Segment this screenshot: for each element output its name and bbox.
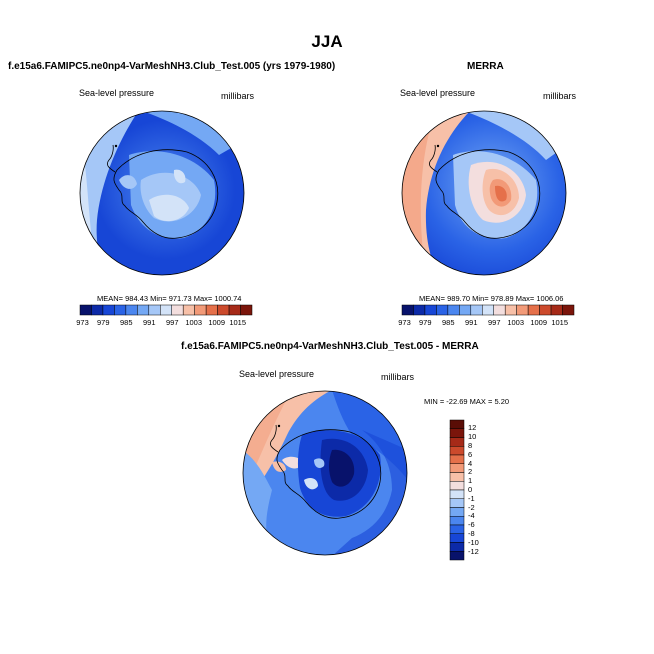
main-title: JJA <box>311 32 343 51</box>
panel-1-colorbar-tick: 1003 <box>185 318 203 327</box>
panel-3-colorbar-tick: -12 <box>468 547 479 556</box>
colorbar-swatch <box>228 304 241 316</box>
panel-3-variable-label: Sea-level pressure <box>239 369 315 379</box>
colorbar-swatch <box>516 304 529 316</box>
panel-2-colorbar-tick: 991 <box>464 318 478 327</box>
colorbar-swatch <box>459 304 472 316</box>
panel-2-colorbar-tick: 985 <box>441 318 455 327</box>
colorbar-swatch <box>171 304 184 316</box>
panel-1-colorbar <box>79 304 253 316</box>
panel-2-map <box>401 110 567 276</box>
colorbar-swatch <box>91 304 104 316</box>
colorbar-swatch <box>449 428 465 438</box>
panel-1-colorbar-tick: 1015 <box>229 318 247 327</box>
colorbar-swatch <box>527 304 540 316</box>
colorbar-swatch <box>102 304 115 316</box>
colorbar-swatch <box>539 304 552 316</box>
colorbar-swatch <box>449 551 465 561</box>
colorbar-swatch <box>125 304 138 316</box>
colorbar-swatch <box>449 437 465 447</box>
panel-1-colorbar-tick: 973 <box>76 318 89 327</box>
colorbar-swatch <box>401 304 414 316</box>
colorbar-swatch <box>449 542 465 552</box>
colorbar-swatch <box>217 304 230 316</box>
colorbar-swatch <box>449 524 465 534</box>
colorbar-swatch <box>137 304 150 316</box>
panel-3-colorbar-tick: 0 <box>468 485 473 494</box>
panel-3-units-label: millibars <box>381 372 415 382</box>
panel-3-colorbar-tick: 1 <box>468 476 473 485</box>
colorbar-swatch <box>449 516 465 526</box>
colorbar-swatch <box>449 419 465 429</box>
panel-3-colorbar-tick: -10 <box>468 538 479 547</box>
panel-3-colorbar-tick: 10 <box>468 432 477 441</box>
colorbar-swatch <box>79 304 92 316</box>
panel-2-colorbar <box>401 304 575 316</box>
colorbar-swatch <box>470 304 483 316</box>
colorbar-swatch <box>447 304 460 316</box>
colorbar-swatch <box>182 304 195 316</box>
panel-1-colorbar-tick: 1009 <box>208 318 226 327</box>
panel-1-variable-label: Sea-level pressure <box>79 88 155 98</box>
colorbar-swatch <box>482 304 494 316</box>
panel-1-title: f.e15a6.FAMIPC5.ne0np4-VarMeshNH3.Club_T… <box>8 61 336 72</box>
colorbar-swatch <box>562 304 575 316</box>
panel-3-colorbar-tick: -1 <box>468 494 475 503</box>
panel-3-colorbar-tick: -4 <box>468 511 475 520</box>
colorbar-swatch <box>449 533 465 543</box>
panel-1-stats: MEAN= 984.43 Min= 971.73 Max= 1000.74 <box>97 294 242 303</box>
panel-1-colorbar-tick: 991 <box>142 318 156 327</box>
panel-2-title: MERRA <box>467 61 504 72</box>
colorbar-swatch <box>504 304 517 316</box>
colorbar-swatch <box>240 304 253 316</box>
panel-1-colorbar-labels: 973 979 985 991 997 1003 1009 1015 <box>76 318 252 328</box>
colorbar-swatch <box>194 304 207 316</box>
panel-1-colorbar-tick: 985 <box>119 318 133 327</box>
panel-3-colorbar-tick: -6 <box>468 520 475 529</box>
panel-2-colorbar-tick: 1003 <box>507 318 525 327</box>
colorbar-swatch <box>449 507 465 517</box>
panel-3-colorbar-tick: 6 <box>468 450 473 459</box>
panel-2-colorbar-tick: 1009 <box>530 318 548 327</box>
panel-2-colorbar-tick: 1015 <box>551 318 569 327</box>
panel-3-map <box>242 390 408 556</box>
panel-1-colorbar-tick: 997 <box>165 318 179 327</box>
colorbar-swatch <box>493 304 506 316</box>
panel-2-colorbar-tick: 997 <box>487 318 501 327</box>
panel-3-stats: MIN = -22.69 MAX = 5.20 <box>424 397 510 406</box>
colorbar-swatch <box>449 446 465 456</box>
colorbar-swatch <box>424 304 437 316</box>
panel-2-stats: MEAN= 989.70 Min= 978.89 Max= 1006.06 <box>419 294 564 303</box>
colorbar-swatch <box>550 304 563 316</box>
panel-2-units-label: millibars <box>543 91 577 101</box>
panel-2-variable-label: Sea-level pressure <box>400 88 476 98</box>
colorbar-swatch <box>449 489 465 499</box>
colorbar-swatch <box>449 472 465 482</box>
panel-3-title: f.e15a6.FAMIPC5.ne0np4-VarMeshNH3.Club_T… <box>181 341 479 352</box>
panel-2-colorbar-tick: 973 <box>398 318 411 327</box>
panel-3-colorbar-tick: 4 <box>468 459 473 468</box>
colorbar-swatch <box>436 304 449 316</box>
panel-3-colorbar-tick: 8 <box>468 441 473 450</box>
panel-1-units-label: millibars <box>221 91 255 101</box>
colorbar-swatch <box>148 304 161 316</box>
colorbar-swatch <box>449 463 465 473</box>
colorbar-swatch <box>205 304 218 316</box>
panel-3-colorbar-tick: 2 <box>468 467 473 476</box>
colorbar-swatch <box>449 481 465 491</box>
panel-3-colorbar-labels: 12 10 8 6 4 2 1 0 -1 -2 -4 -6 -8 -10 -12 <box>468 420 498 560</box>
panel-2-colorbar-labels: 973 979 985 991 997 1003 1009 1015 <box>398 318 574 328</box>
panel-1-colorbar-tick: 979 <box>96 318 110 327</box>
colorbar-swatch <box>449 454 465 464</box>
colorbar-swatch <box>449 498 465 508</box>
colorbar-swatch <box>160 304 172 316</box>
colorbar-swatch <box>413 304 426 316</box>
panel-3-colorbar-tick: -8 <box>468 529 475 538</box>
colorbar-swatch <box>114 304 127 316</box>
panel-2-colorbar-tick: 979 <box>418 318 432 327</box>
panel-3-colorbar <box>449 419 465 561</box>
panel-3-colorbar-tick: -2 <box>468 503 475 512</box>
panel-1-map <box>79 110 245 276</box>
panel-3-colorbar-tick: 12 <box>468 423 477 432</box>
